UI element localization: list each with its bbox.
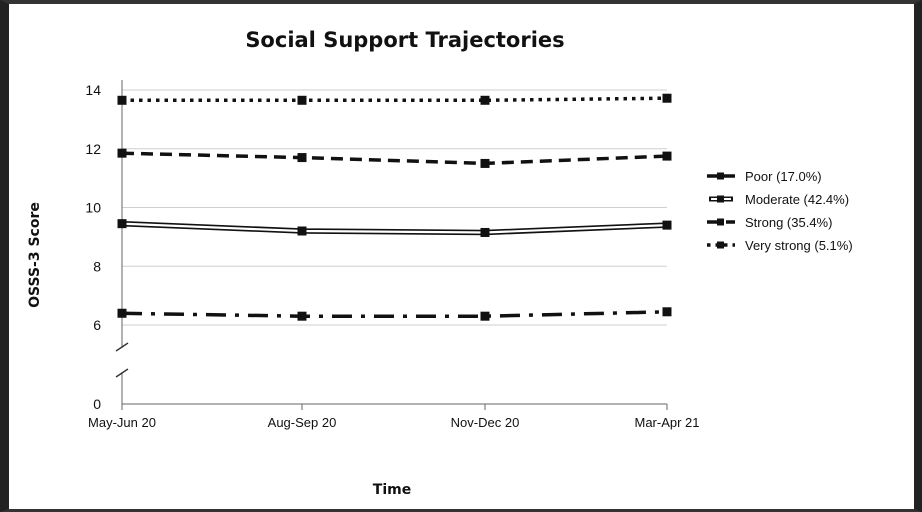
series-markers — [117, 93, 672, 321]
legend-1-label: Moderate (42.4%) — [745, 192, 849, 207]
series-3-line — [122, 96, 668, 103]
series-2-marker-3 — [662, 151, 672, 161]
series-lines — [121, 96, 668, 318]
axis-break-mark-upper — [115, 342, 129, 352]
legend-3-label: Very strong (5.1%) — [745, 238, 853, 253]
series-1-marker-0 — [117, 219, 127, 229]
x-tick-label-0: May-Jun 20 — [88, 415, 156, 430]
series-1-marker-1 — [297, 226, 307, 236]
chart-title: Social Support Trajectories — [245, 28, 564, 52]
legend-1-marker — [717, 195, 724, 203]
series-3-marker-2 — [480, 95, 490, 105]
series-2-marker-0 — [117, 148, 127, 158]
series-0-marker-3 — [662, 307, 672, 317]
series-2-line — [121, 151, 668, 166]
y-axis-label: OSSS-3 Score — [27, 202, 43, 308]
y-tick-label-6: 6 — [93, 317, 101, 333]
series-0-marker-2 — [480, 311, 490, 321]
x-axis-label: Time — [373, 482, 411, 498]
y-tick-label-12: 12 — [85, 141, 101, 157]
legend: Poor (17.0%) Moderate (42.4%) Strong (35.4… — [707, 169, 853, 253]
y-tick-label-8: 8 — [93, 258, 101, 274]
axes — [115, 80, 668, 410]
x-tick-label-1: Aug-Sep 20 — [268, 415, 337, 430]
legend-0-marker — [717, 172, 724, 180]
series-0-marker-0 — [117, 308, 127, 318]
x-tick-label-2: Nov-Dec 20 — [451, 415, 520, 430]
y-tick-labels: 0 6 8 10 12 14 — [85, 82, 101, 412]
legend-3-marker — [717, 241, 724, 249]
series-1-marker-3 — [662, 220, 672, 230]
series-0-marker-1 — [297, 311, 307, 321]
x-tick-labels: May-Jun 20 Aug-Sep 20 Nov-Dec 20 Mar-Apr 21 — [88, 415, 699, 430]
y-tick-label-0: 0 — [93, 396, 101, 412]
legend-2-marker — [717, 218, 724, 226]
legend-0-label: Poor (17.0%) — [745, 169, 822, 184]
series-3-marker-1 — [297, 95, 307, 105]
y-tick-label-14: 14 — [85, 82, 101, 98]
series-1-line-inner — [121, 222, 668, 234]
series-2-marker-1 — [297, 153, 307, 163]
x-tick-label-3: Mar-Apr 21 — [634, 415, 699, 430]
series-2-marker-2 — [480, 158, 490, 168]
series-3-marker-3 — [662, 93, 672, 103]
axis-break-mark-lower — [115, 368, 129, 378]
series-0-line — [121, 310, 668, 318]
series-1-marker-2 — [480, 227, 490, 237]
legend-2-label: Strong (35.4%) — [745, 215, 832, 230]
y-tick-label-10: 10 — [85, 200, 101, 216]
gridlines — [122, 89, 667, 326]
series-3-marker-0 — [117, 95, 127, 105]
